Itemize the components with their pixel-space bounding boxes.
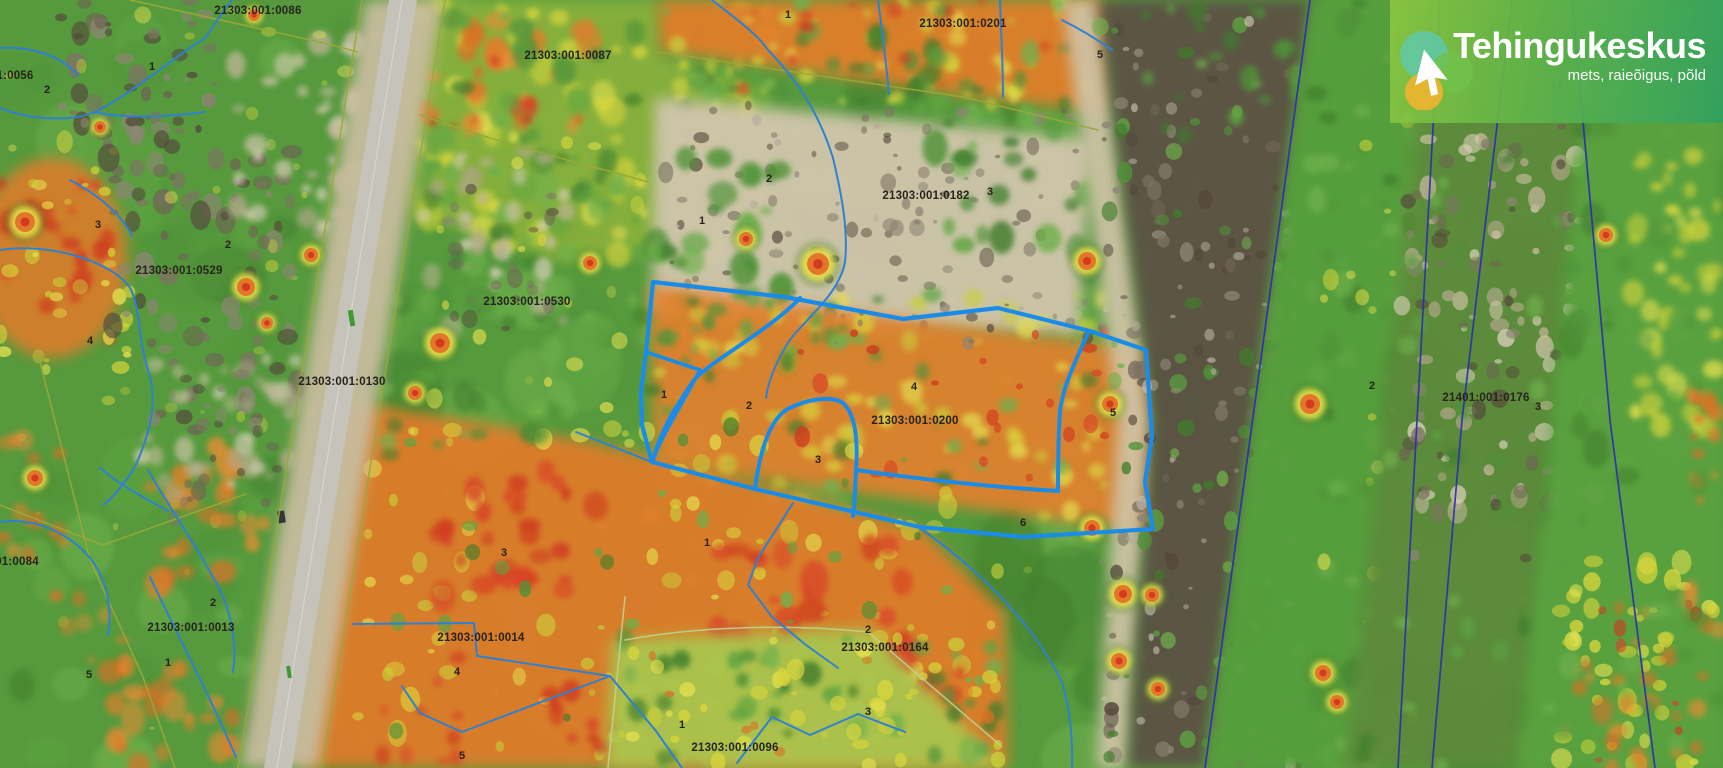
highlighted-parcel-outline[interactable] — [638, 279, 1156, 540]
logo-circle-green — [1431, 51, 1473, 93]
brand-banner: Tehingukeskus mets, raieõigus, põld — [1390, 0, 1723, 123]
cursor-icon — [1415, 49, 1448, 96]
brand-name: Tehingukeskus — [1453, 25, 1706, 66]
brand-logo-icon — [1400, 31, 1473, 110]
brand-tagline: mets, raieõigus, põld — [1567, 67, 1706, 84]
